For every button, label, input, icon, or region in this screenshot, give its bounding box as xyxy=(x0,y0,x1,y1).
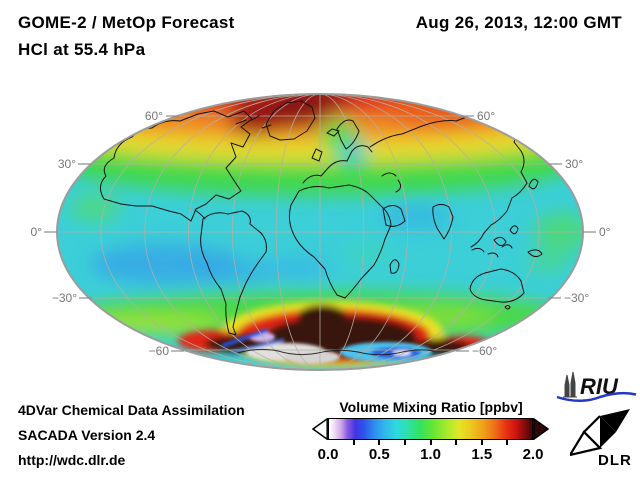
lat-label-60s-right: −60° xyxy=(472,344,498,358)
colorbar-tick-label: 1.5 xyxy=(471,446,493,463)
colorbar-tick-marks xyxy=(328,440,533,445)
plot-subtitle: HCl at 55.4 hPa xyxy=(18,40,146,59)
colorbar-tick-label: 2.0 xyxy=(522,446,544,463)
dlr-emblem-icon xyxy=(570,409,630,457)
riu-cathedral-icon xyxy=(563,371,577,398)
colorbar-overflow-arrow-icon xyxy=(533,418,549,440)
footer-url-text: http://wdc.dlr.de xyxy=(18,452,126,468)
plot-datetime: Aug 26, 2013, 12:00 GMT xyxy=(415,13,622,32)
colorbar-gradient xyxy=(328,418,533,440)
colorbar-title: Volume Mixing Ratio [ppbv] xyxy=(339,399,523,415)
lat-label-30s-left: −30° xyxy=(51,291,77,305)
lat-label-30n-left: 30° xyxy=(57,157,76,171)
riu-swoosh-icon xyxy=(556,391,637,402)
colorbar-tick-label: 1.0 xyxy=(420,446,441,463)
lat-label-60n-left: 60° xyxy=(144,109,163,123)
latitude-ticks xyxy=(44,115,596,352)
lat-label-60n-right: 60° xyxy=(477,109,496,123)
lat-label-30n-right: 30° xyxy=(565,157,584,171)
lat-label-30s-right: −30° xyxy=(564,291,590,305)
colorbar-tick-label: 0.0 xyxy=(317,446,339,463)
riu-logo-text: RIU xyxy=(580,374,619,399)
colorbar-underflow-arrow-icon xyxy=(312,418,328,440)
dlr-logo: DLR xyxy=(570,409,632,469)
lat-label-0-left: 0° xyxy=(30,225,42,239)
lat-label-60s-left: −60 xyxy=(148,344,169,358)
continent-outlines xyxy=(100,100,554,356)
plot-title: GOME-2 / MetOp Forecast xyxy=(18,13,235,32)
colorbar-tick-labels: 0.0 0.5 1.0 1.5 2.0 xyxy=(318,446,544,464)
graticule xyxy=(57,94,583,370)
lat-label-0-right: 0° xyxy=(599,225,611,239)
colorbar: Volume Mixing Ratio [ppbv] 0.0 0.5 1.0 1… xyxy=(312,399,550,464)
footer-version-text: SACADA Version 2.4 xyxy=(18,427,156,443)
dlr-logo-text: DLR xyxy=(598,452,632,469)
riu-logo: RIU xyxy=(556,371,637,402)
colorbar-tick-label: 0.5 xyxy=(368,446,390,463)
footer-assimilation-text: 4DVar Chemical Data Assimilation xyxy=(18,402,245,418)
